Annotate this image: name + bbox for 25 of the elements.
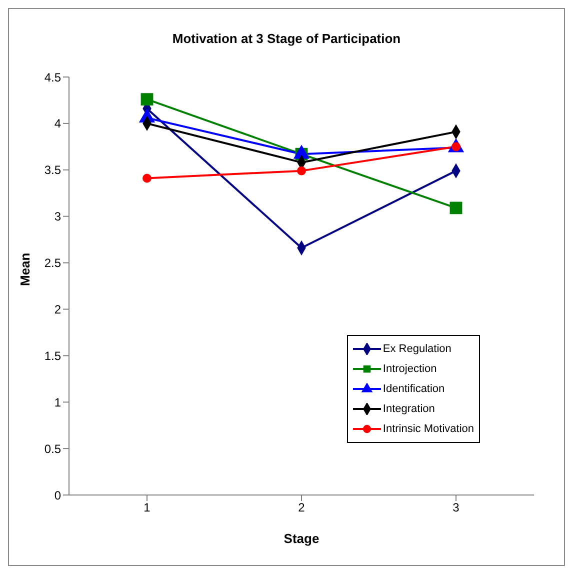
x-tick-label: 1 <box>144 500 151 515</box>
y-tick-label: 3.5 <box>44 163 62 178</box>
legend-label: Introjection <box>382 362 437 377</box>
y-tick-label: 1 <box>54 395 62 410</box>
y-tick-label: 2.5 <box>44 256 62 270</box>
y-tick-label: 4.5 <box>44 70 62 84</box>
x-tick-label: 3 <box>452 500 460 515</box>
y-tick-label: 0 <box>54 488 62 502</box>
x-axis-title: Stage <box>284 531 320 546</box>
y-axis-title: Mean <box>18 252 33 286</box>
legend-label: Ex Regulation <box>382 342 452 357</box>
point <box>140 93 154 106</box>
x-tick-label: 2 <box>298 500 306 515</box>
point <box>142 174 152 183</box>
legend-label: Integration <box>382 402 435 417</box>
y-tick-label: 1.5 <box>44 348 62 363</box>
point <box>450 202 462 214</box>
legend-label: Intrinsic Motivation <box>382 422 474 437</box>
y-tick-label: 3 <box>54 210 62 224</box>
y-tick-label: 0.5 <box>44 442 62 456</box>
point <box>297 166 306 176</box>
legend-label: Identification <box>382 382 445 397</box>
chart-title: Motivation at 3 Stage of Participation <box>171 31 402 46</box>
y-tick-label: 2 <box>54 302 62 316</box>
y-tick-label: 4 <box>54 116 62 131</box>
